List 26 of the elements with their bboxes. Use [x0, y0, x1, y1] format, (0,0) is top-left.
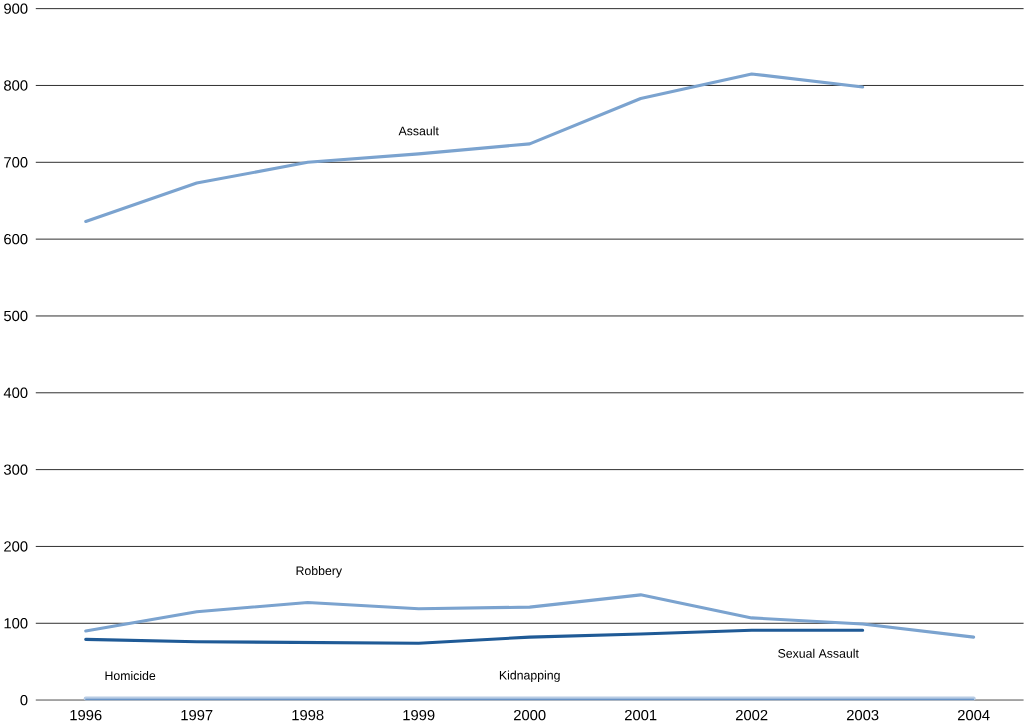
x-tick-label: 1999 — [403, 710, 435, 721]
y-tick-label: 900 — [4, 3, 28, 14]
y-tick-label: 600 — [4, 234, 28, 245]
y-tick-label: 800 — [4, 80, 28, 91]
y-tick-label: 500 — [4, 310, 28, 322]
line-series — [84, 593, 976, 639]
x-tick-label: 2003 — [846, 710, 879, 721]
line-series — [84, 72, 865, 224]
y-tick-label: 200 — [4, 541, 28, 552]
x-tick-label: 2004 — [957, 710, 990, 721]
x-tick-label: 2001 — [625, 710, 657, 721]
text: Robbery — [296, 566, 343, 578]
series-label: Sexual Assault — [778, 648, 859, 658]
series-label: Homicide — [105, 671, 156, 681]
y-tick-label: 100 — [4, 618, 28, 629]
series-label: Assault — [398, 126, 439, 136]
y-tick-label: 0 — [20, 694, 28, 706]
x-tick-label: 1996 — [70, 710, 102, 721]
x-tick-label: 2002 — [735, 710, 768, 721]
x-tick-label: 2000 — [514, 710, 546, 721]
y-tick-label: 700 — [4, 157, 28, 168]
y-tick-label: 400 — [3, 387, 28, 399]
y-tick-label: 300 — [3, 464, 28, 475]
series-label: Kidnapping — [499, 670, 560, 683]
x-tick-label: 1998 — [292, 710, 324, 721]
x-tick-label: 1997 — [181, 710, 213, 721]
